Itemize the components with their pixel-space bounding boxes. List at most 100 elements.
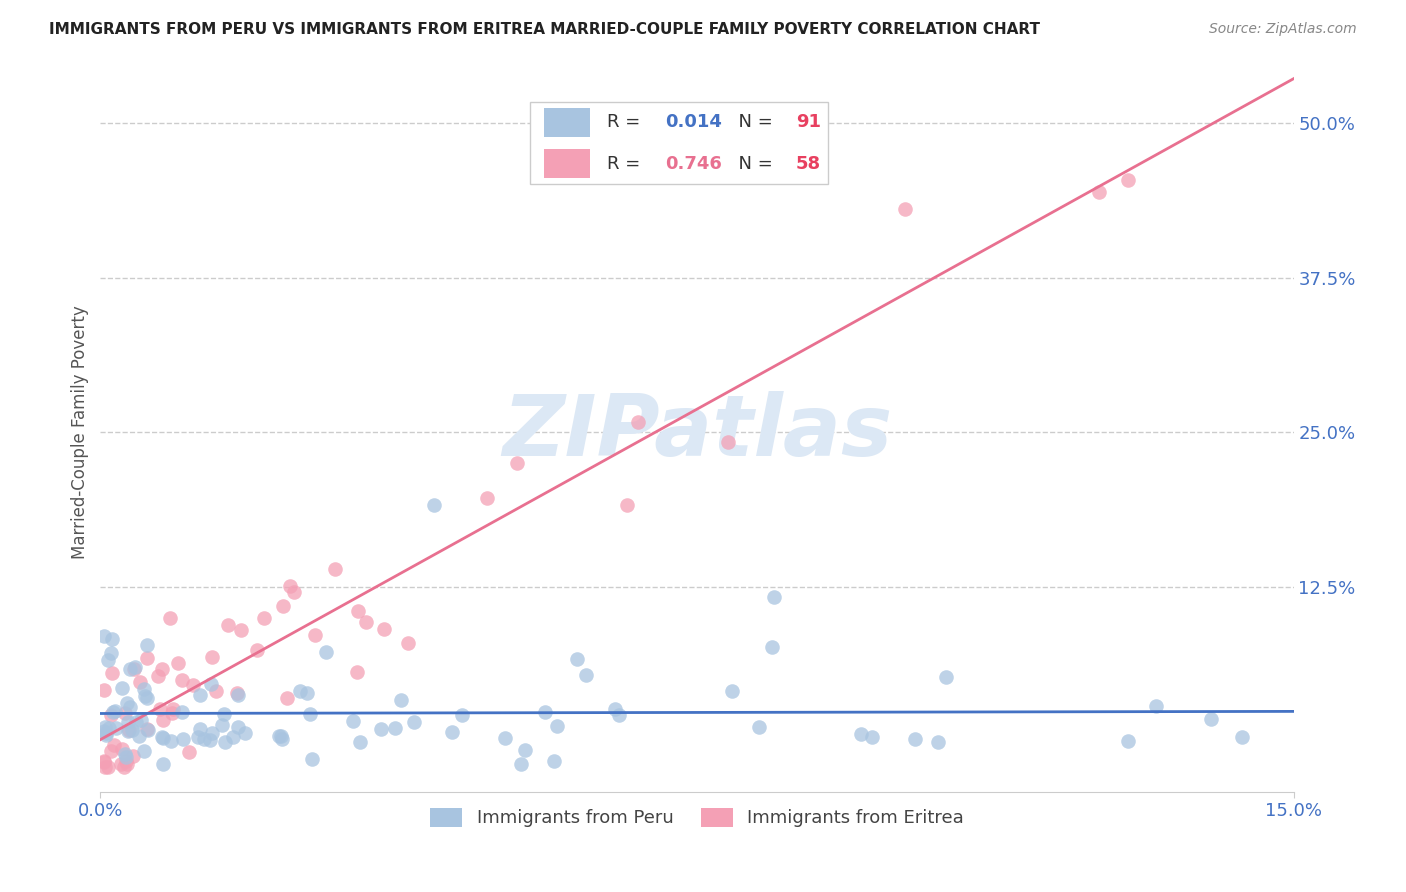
Point <box>226 720 249 734</box>
Point <box>226 688 249 702</box>
Point <box>325 562 347 576</box>
Point <box>104 722 127 736</box>
Point <box>389 693 412 707</box>
Point <box>159 611 181 625</box>
Point <box>616 498 638 512</box>
Point <box>193 731 215 746</box>
Point <box>214 734 236 748</box>
Point <box>849 727 872 741</box>
Text: R =: R = <box>607 113 647 131</box>
Y-axis label: Married-Couple Family Poverty: Married-Couple Family Poverty <box>72 306 89 559</box>
Point <box>170 673 193 687</box>
Point <box>118 700 141 714</box>
Point <box>253 611 276 625</box>
Point <box>290 683 312 698</box>
Point <box>347 604 370 618</box>
Point <box>121 723 143 737</box>
Point <box>136 639 159 653</box>
Point <box>114 706 136 721</box>
Point <box>346 665 368 679</box>
Point <box>114 747 136 762</box>
Point <box>271 731 294 746</box>
Point <box>506 456 529 470</box>
Point <box>122 662 145 676</box>
Point <box>603 702 626 716</box>
Point <box>129 713 152 727</box>
Text: 0.014: 0.014 <box>665 113 721 131</box>
Point <box>904 731 927 746</box>
Point <box>404 715 426 730</box>
FancyBboxPatch shape <box>530 102 828 185</box>
Point <box>860 731 883 745</box>
Point <box>162 702 184 716</box>
Point <box>270 730 292 744</box>
Point <box>166 656 188 670</box>
Point <box>278 579 301 593</box>
Point <box>342 714 364 728</box>
Point <box>226 686 249 700</box>
Point <box>894 202 917 217</box>
Point <box>198 732 221 747</box>
Point <box>103 705 125 719</box>
Point <box>276 691 298 706</box>
FancyBboxPatch shape <box>544 108 589 136</box>
Text: 0.746: 0.746 <box>665 154 721 173</box>
Point <box>440 725 463 739</box>
Point <box>112 760 135 774</box>
Point <box>212 707 235 722</box>
Point <box>101 632 124 646</box>
Text: IMMIGRANTS FROM PERU VS IMMIGRANTS FROM ERITREA MARRIED-COUPLE FAMILY POVERTY CO: IMMIGRANTS FROM PERU VS IMMIGRANTS FROM … <box>49 22 1040 37</box>
Point <box>283 585 305 599</box>
Point <box>152 714 174 728</box>
Point <box>763 590 786 604</box>
Point <box>217 617 239 632</box>
Point <box>315 645 337 659</box>
Point <box>125 714 148 729</box>
Point <box>132 744 155 758</box>
Point <box>298 706 321 721</box>
Point <box>188 688 211 702</box>
Point <box>721 684 744 698</box>
Point <box>152 731 174 745</box>
Point <box>150 731 173 745</box>
Point <box>110 757 132 772</box>
Point <box>111 681 134 695</box>
Text: N =: N = <box>727 113 779 131</box>
Text: N =: N = <box>727 154 779 173</box>
Point <box>122 749 145 764</box>
Point <box>370 723 392 737</box>
Point <box>100 744 122 758</box>
Legend: Immigrants from Peru, Immigrants from Eritrea: Immigrants from Peru, Immigrants from Er… <box>423 801 972 835</box>
Point <box>304 628 326 642</box>
Point <box>181 678 204 692</box>
Point <box>233 726 256 740</box>
Point <box>129 675 152 690</box>
Point <box>927 734 949 748</box>
Point <box>565 651 588 665</box>
Point <box>1144 698 1167 713</box>
Point <box>111 742 134 756</box>
Point <box>94 720 117 734</box>
Point <box>120 662 142 676</box>
Point <box>1116 733 1139 747</box>
Point <box>575 668 598 682</box>
Point <box>201 726 224 740</box>
Point <box>398 636 420 650</box>
Point <box>136 722 159 736</box>
Point <box>94 760 117 774</box>
Point <box>354 615 377 629</box>
Point <box>136 690 159 705</box>
Point <box>172 705 194 719</box>
Point <box>1199 712 1222 726</box>
Text: R =: R = <box>607 154 647 173</box>
Point <box>295 686 318 700</box>
Point <box>546 719 568 733</box>
Point <box>269 729 291 743</box>
Point <box>118 723 141 737</box>
Point <box>211 717 233 731</box>
Point <box>98 721 121 735</box>
Text: 58: 58 <box>796 154 821 173</box>
Point <box>201 650 224 665</box>
Point <box>717 435 740 450</box>
Point <box>451 707 474 722</box>
